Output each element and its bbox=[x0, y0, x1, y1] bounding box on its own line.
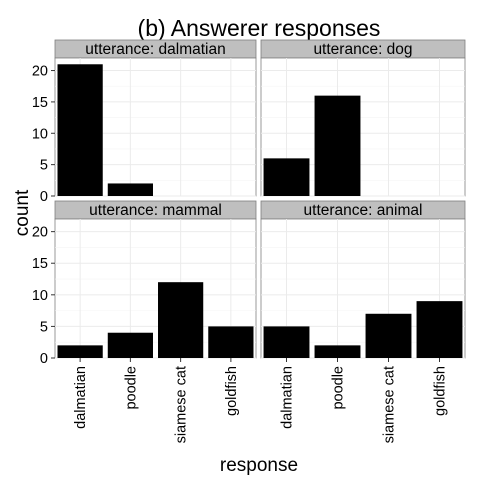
panel-1-y-tick-label: 10 bbox=[32, 126, 48, 142]
y-axis-title: count bbox=[12, 189, 33, 236]
panel-4-bar-siamese-cat bbox=[365, 313, 412, 358]
panel-3-x-tick-label: goldfish bbox=[224, 366, 240, 416]
chart-title: (b) Answerer responses bbox=[138, 15, 381, 41]
panel-2-bar-poodle bbox=[314, 95, 361, 196]
panel-3-x-tick-label: dalmatian bbox=[73, 366, 89, 429]
panel-2-bar-dalmatian bbox=[263, 158, 310, 196]
panel-1-bar-poodle bbox=[107, 183, 153, 196]
panel-1-y-tick-label: 20 bbox=[32, 64, 48, 80]
panel-3-y-tick-label: 10 bbox=[32, 288, 48, 304]
panel-4-x-tick-label: dalmatian bbox=[280, 366, 296, 429]
panel-3-bar-goldfish bbox=[208, 326, 254, 358]
panel-3-strip-label: utterance: mammal bbox=[89, 202, 222, 219]
panel-4-x-tick-label: goldfish bbox=[433, 366, 449, 416]
panel-3-y-tick-label: 15 bbox=[32, 256, 48, 272]
panel-3-y-tick-label: 0 bbox=[40, 351, 48, 367]
panel-4-bar-goldfish bbox=[416, 301, 463, 358]
panel-4-bar-dalmatian bbox=[263, 326, 310, 358]
panel-3-bar-dalmatian bbox=[57, 345, 103, 358]
panel-1-strip-label: utterance: dalmatian bbox=[85, 41, 225, 58]
panel-4-x-tick-label: poodle bbox=[331, 366, 347, 410]
panel-3-bar-poodle bbox=[107, 332, 153, 358]
panel-4-x-tick-label: siamese cat bbox=[382, 366, 398, 443]
panel-2-strip-label: utterance: dog bbox=[313, 41, 412, 58]
panel-3-x-tick-label: siamese cat bbox=[174, 366, 190, 443]
panel-4-strip-label: utterance: animal bbox=[304, 202, 423, 219]
panel-4-bar-poodle bbox=[314, 345, 361, 358]
panel-3-x-tick-label: poodle bbox=[123, 366, 139, 410]
panel-1-y-tick-label: 0 bbox=[40, 189, 48, 205]
panel-1-y-tick-label: 5 bbox=[40, 158, 48, 174]
facet-panels: utterance: dalmatian 0 5 10 15 20 utterance: d… bbox=[32, 39, 466, 443]
x-axis-title: response bbox=[220, 455, 298, 476]
panel-3-y-tick-label: 5 bbox=[40, 319, 48, 335]
panel-3-y-tick-label: 20 bbox=[32, 225, 48, 241]
panel-1-bar-dalmatian bbox=[57, 64, 103, 196]
panel-3-bar-siamese-cat bbox=[158, 282, 204, 358]
panel-1-y-tick-label: 15 bbox=[32, 95, 48, 111]
